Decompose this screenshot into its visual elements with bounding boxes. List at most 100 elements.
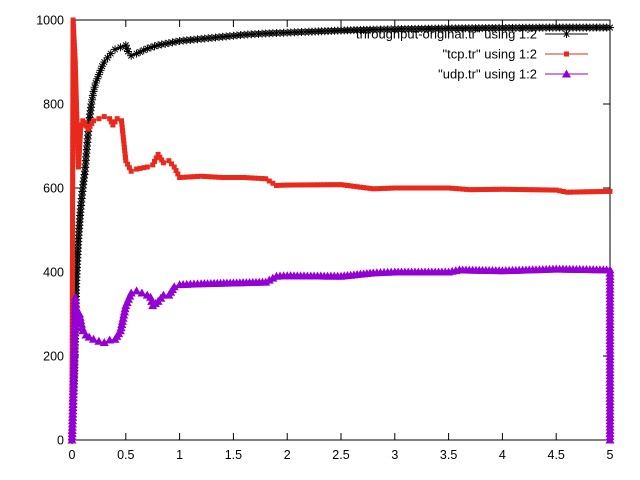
x-tick-label: 4: [499, 448, 506, 462]
data-point: [70, 20, 76, 26]
data-point: [252, 175, 258, 181]
series-lines: [67, 17, 615, 444]
data-point: [120, 128, 126, 134]
data-point: [69, 286, 75, 292]
data-point: [73, 72, 79, 78]
data-point: [477, 187, 483, 193]
data-point: [223, 175, 229, 180]
data-point: [442, 185, 448, 191]
data-point: [70, 113, 76, 119]
series-line: [71, 268, 611, 441]
data-point: [553, 187, 559, 193]
data-point: [70, 104, 76, 110]
data-point: [70, 164, 76, 170]
data-point: [70, 91, 76, 97]
legend-label: "udp.tr" using 1:2: [438, 67, 537, 82]
data-point: [499, 186, 505, 192]
data-point: [153, 155, 159, 161]
data-point: [70, 107, 76, 113]
data-point: [304, 182, 310, 188]
data-point: [70, 213, 76, 219]
data-point: [69, 277, 75, 283]
data-point: [187, 174, 193, 180]
data-point: [70, 88, 76, 94]
data-point: [70, 219, 76, 225]
x-tick-label: 2: [284, 448, 291, 462]
data-point: [107, 116, 113, 122]
data-point: [374, 186, 380, 192]
data-point: [604, 188, 610, 194]
data-point: [429, 185, 435, 191]
data-point: [123, 47, 132, 56]
y-tick-label: 200: [43, 350, 64, 364]
data-point: [79, 122, 85, 128]
data-point: [530, 187, 536, 193]
data-point: [422, 185, 428, 191]
data-point: [456, 186, 462, 192]
data-point: [76, 154, 82, 160]
data-point: [70, 116, 76, 122]
data-point: [77, 137, 83, 143]
data-point: [155, 151, 161, 157]
data-point: [361, 185, 367, 191]
data-point: [70, 100, 76, 106]
data-point: [94, 336, 104, 345]
data-point: [600, 188, 606, 194]
data-point: [146, 292, 156, 301]
data-point: [415, 185, 421, 191]
data-point: [605, 435, 615, 444]
data-point: [198, 173, 204, 179]
data-point: [119, 121, 125, 127]
data-point: [216, 174, 222, 180]
legend-marker: [562, 30, 571, 38]
data-point: [151, 158, 157, 164]
data-point: [205, 174, 211, 180]
data-point: [69, 254, 75, 260]
data-point: [567, 189, 573, 195]
data-point: [69, 248, 75, 254]
data-point: [536, 187, 542, 193]
data-point: [120, 131, 126, 137]
data-point: [85, 126, 91, 132]
data-point: [118, 118, 124, 124]
data-point: [71, 27, 77, 33]
data-point: [137, 288, 147, 297]
data-point: [77, 143, 83, 149]
data-point: [191, 174, 197, 180]
data-point: [241, 175, 247, 180]
data-point: [370, 186, 376, 192]
data-point: [76, 157, 82, 163]
data-point: [69, 267, 75, 273]
data-point: [344, 182, 350, 188]
data-point: [71, 33, 77, 39]
data-point: [70, 292, 80, 301]
data-point: [70, 184, 76, 190]
data-point: [75, 309, 85, 318]
data-point: [439, 185, 445, 191]
series-line: [71, 19, 611, 441]
x-tick-label: 0: [69, 448, 76, 462]
data-point: [557, 188, 563, 194]
data-point: [70, 23, 76, 29]
data-point: [99, 338, 109, 347]
data-point: [520, 187, 526, 193]
legend-item: "tcp.tr" using 1:2: [443, 47, 588, 62]
data-point: [87, 123, 93, 129]
data-point: [72, 56, 78, 62]
data-point: [132, 286, 142, 295]
series-markers: [67, 264, 615, 444]
data-point: [70, 158, 76, 164]
data-point: [209, 174, 215, 180]
x-tick-label: 3.5: [440, 448, 457, 462]
data-point: [137, 165, 143, 171]
data-point: [69, 245, 75, 251]
data-point: [284, 182, 290, 188]
data-point: [70, 129, 76, 135]
data-point: [294, 182, 300, 188]
data-point: [70, 209, 76, 215]
data-point: [70, 136, 76, 142]
data-point: [584, 189, 590, 195]
series-0: [68, 23, 614, 444]
data-point: [70, 110, 76, 116]
data-point: [110, 122, 116, 128]
